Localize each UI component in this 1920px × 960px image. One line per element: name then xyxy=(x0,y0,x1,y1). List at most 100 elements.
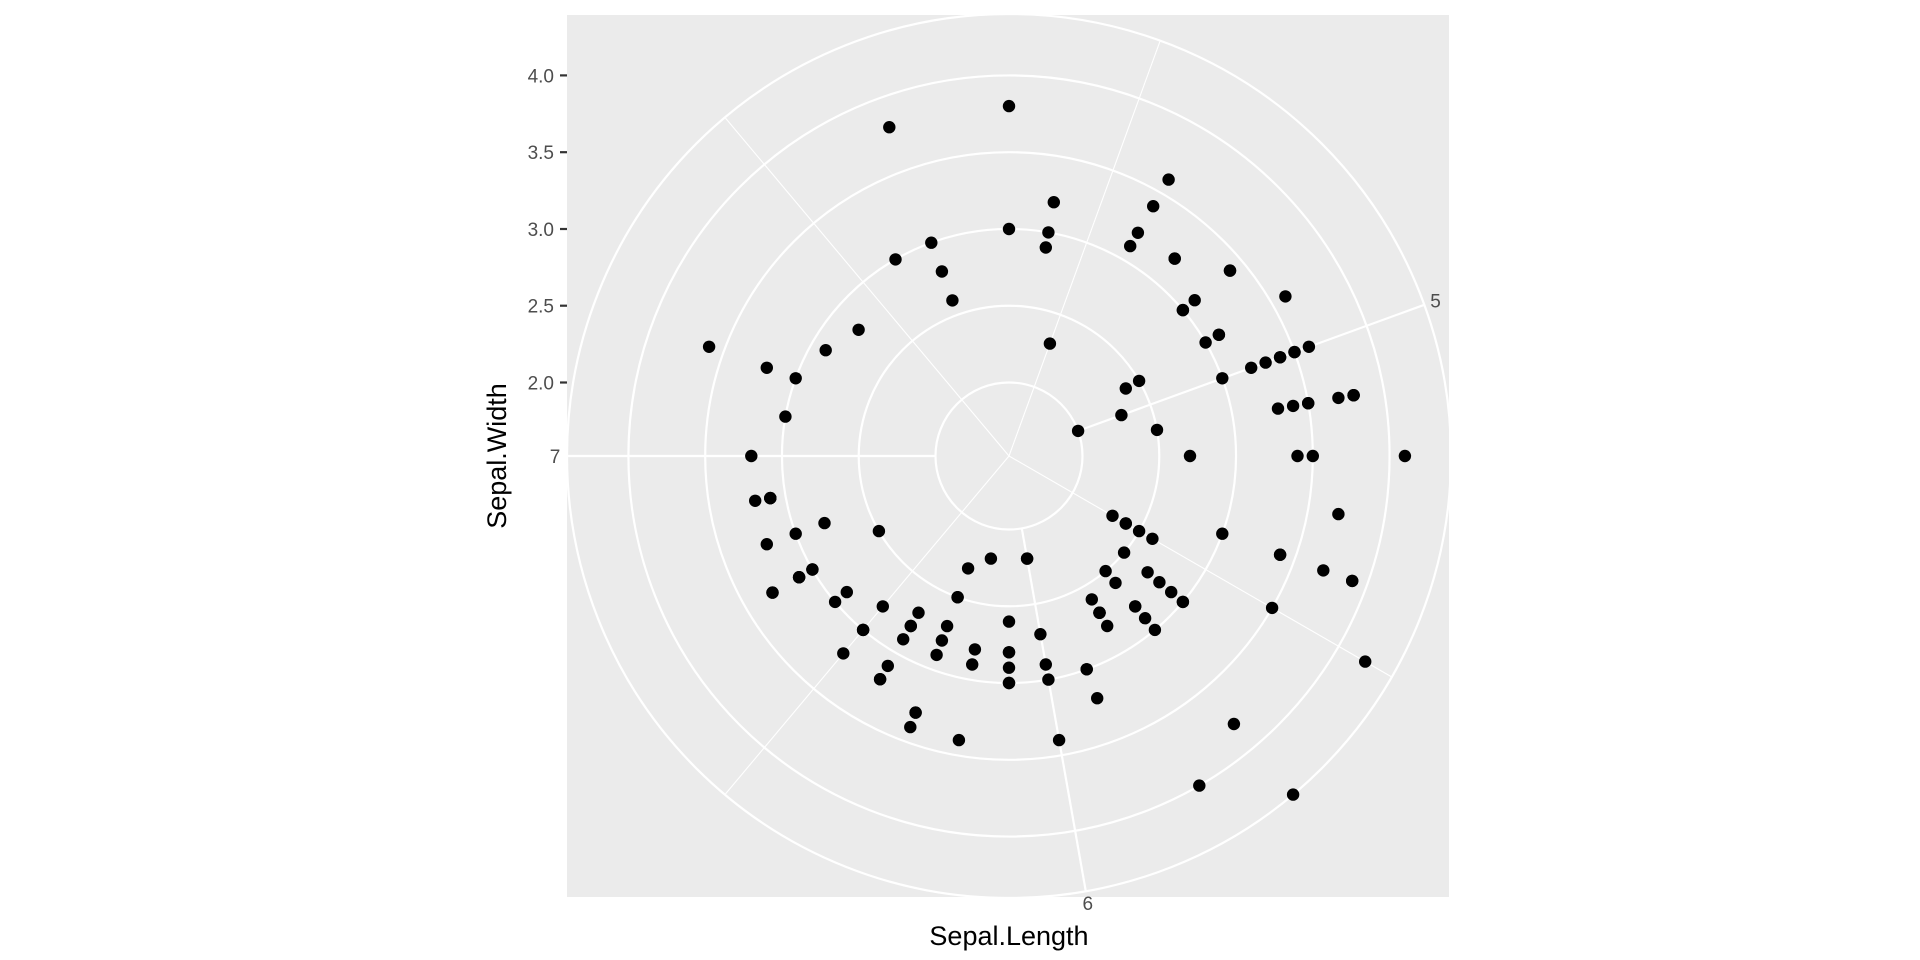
data-point xyxy=(1273,351,1287,364)
data-point xyxy=(1131,226,1145,239)
data-point xyxy=(1317,564,1330,577)
data-point xyxy=(1138,612,1152,625)
data-point xyxy=(881,659,894,673)
data-point xyxy=(1099,564,1112,578)
data-point xyxy=(912,606,925,619)
data-point xyxy=(764,491,777,505)
data-point xyxy=(1227,717,1241,731)
data-point xyxy=(984,552,998,565)
theta-minor-gridline xyxy=(1008,455,1393,678)
data-point xyxy=(968,643,982,656)
theta-tick-labels: 5 6 7 xyxy=(550,292,1441,915)
data-point xyxy=(1002,615,1016,628)
data-point xyxy=(818,516,831,530)
data-point xyxy=(1043,337,1057,350)
data-point xyxy=(1288,345,1301,359)
data-point xyxy=(1153,576,1166,589)
data-point xyxy=(828,595,842,609)
data-point xyxy=(1188,294,1201,307)
data-point xyxy=(1259,356,1272,369)
data-point xyxy=(1291,449,1304,463)
theta-major-gridline xyxy=(1020,528,1087,892)
data-point xyxy=(904,619,917,633)
data-point xyxy=(1039,658,1053,671)
data-point xyxy=(1132,374,1146,388)
data-point xyxy=(1002,646,1016,659)
data-point xyxy=(961,562,975,575)
data-point xyxy=(1119,517,1133,530)
data-point xyxy=(1124,239,1137,253)
data-point xyxy=(1332,507,1345,521)
data-point xyxy=(1047,196,1061,209)
data-point xyxy=(1091,692,1104,705)
data-point xyxy=(1398,449,1412,463)
data-point xyxy=(897,633,910,646)
data-point xyxy=(925,236,938,249)
data-point xyxy=(1101,619,1114,633)
data-point xyxy=(1245,361,1258,374)
data-point xyxy=(1183,449,1197,463)
data-point xyxy=(935,634,949,647)
data-point xyxy=(1346,574,1359,588)
data-point xyxy=(1085,593,1099,606)
data-point xyxy=(840,585,853,599)
r-tick-label: 3.5 xyxy=(528,143,554,164)
data-point xyxy=(883,121,896,134)
y-axis-title: Sepal.Width xyxy=(482,383,512,529)
data-point xyxy=(702,340,716,353)
data-point xyxy=(1052,733,1066,747)
data-point xyxy=(779,410,792,423)
data-point xyxy=(1115,408,1128,422)
r-tick-label: 3.0 xyxy=(528,220,554,241)
data-points xyxy=(702,99,1412,801)
data-point xyxy=(760,361,773,374)
r-tick-label: 2.0 xyxy=(528,374,554,395)
data-point xyxy=(946,294,959,307)
data-point xyxy=(789,372,802,385)
data-point xyxy=(1286,788,1300,801)
data-point xyxy=(819,344,832,357)
data-point xyxy=(1042,673,1055,686)
data-point xyxy=(904,720,917,734)
data-point xyxy=(966,658,979,671)
data-point xyxy=(1109,576,1122,590)
data-point xyxy=(876,600,889,613)
data-point xyxy=(952,733,966,747)
data-point xyxy=(1002,222,1016,236)
data-point xyxy=(951,591,964,604)
data-point xyxy=(749,494,762,507)
data-point xyxy=(1273,548,1287,561)
data-point xyxy=(1002,676,1016,690)
data-point xyxy=(856,623,870,637)
data-point xyxy=(1129,600,1142,613)
data-point xyxy=(1039,241,1053,254)
theta-minor-gridline xyxy=(724,117,1010,457)
data-point xyxy=(1306,449,1320,463)
data-point xyxy=(1080,663,1093,676)
data-point xyxy=(1117,546,1131,559)
data-point xyxy=(1020,552,1034,565)
data-point xyxy=(1147,200,1160,213)
data-point xyxy=(1265,601,1279,615)
data-point xyxy=(1302,397,1315,410)
theta-tick-label: 6 xyxy=(1083,894,1094,915)
data-point xyxy=(1002,99,1016,113)
data-point xyxy=(766,586,779,599)
r-tick-label: 4.0 xyxy=(528,66,554,87)
theta-tick-label: 7 xyxy=(550,447,561,468)
data-point xyxy=(1002,661,1016,674)
x-axis-title: Sepal.Length xyxy=(929,921,1088,951)
data-point xyxy=(1332,391,1345,405)
data-point xyxy=(1146,532,1159,545)
data-point xyxy=(1093,606,1106,619)
data-point xyxy=(1347,389,1360,402)
data-point xyxy=(1168,252,1181,265)
data-point xyxy=(1176,303,1190,317)
r-axis: 2.0 2.5 3.0 3.5 4.0 xyxy=(528,66,567,395)
data-point xyxy=(1165,585,1178,599)
theta-tick-label: 5 xyxy=(1430,292,1441,313)
data-point xyxy=(1271,402,1285,415)
data-point xyxy=(872,524,886,538)
data-point xyxy=(1042,226,1055,239)
